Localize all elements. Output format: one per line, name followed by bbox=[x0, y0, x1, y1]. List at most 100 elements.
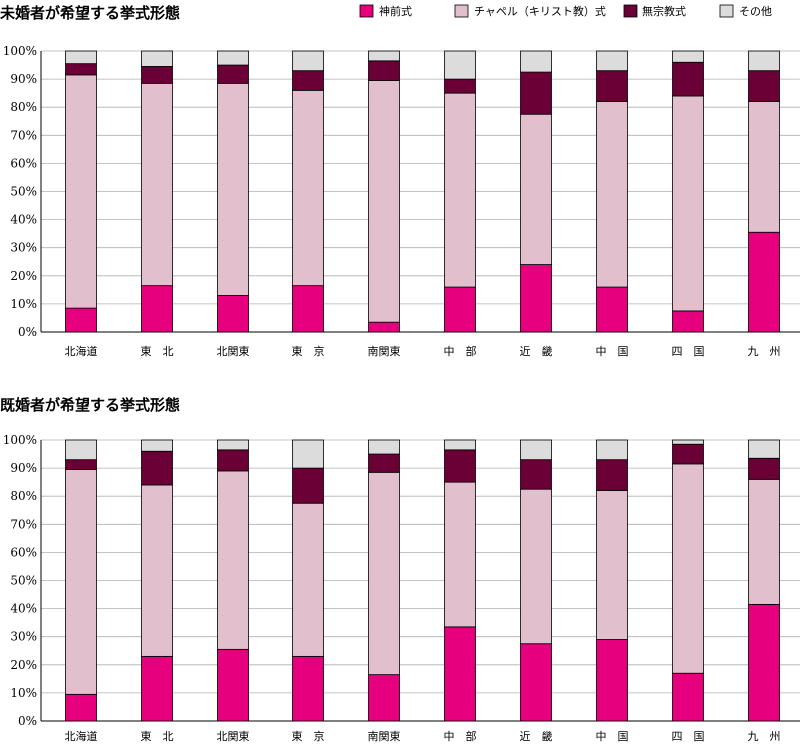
bar-segment-other bbox=[217, 439, 249, 451]
bar-segment-other bbox=[596, 50, 628, 72]
bar-segment-shinzen bbox=[292, 655, 324, 722]
bar-segment-other bbox=[217, 50, 249, 66]
bar-segment-shinzen bbox=[672, 310, 704, 333]
category-label: 北海道 bbox=[65, 344, 98, 358]
y-tick-label: 40% bbox=[10, 213, 37, 227]
legend-label-chapel: チャペル（キリスト教）式 bbox=[474, 5, 606, 18]
y-tick-label: 70% bbox=[10, 128, 37, 142]
bar-segment-mushukyo bbox=[141, 450, 173, 486]
y-tick-label: 60% bbox=[10, 545, 37, 559]
bar-segment-other bbox=[292, 439, 324, 469]
y-tick-label: 100% bbox=[3, 44, 37, 58]
category-label: 四 国 bbox=[672, 730, 705, 743]
category-label: 東 北 bbox=[141, 345, 174, 358]
bar-segment-shinzen bbox=[141, 285, 173, 333]
bar-segment-mushukyo bbox=[596, 459, 628, 491]
y-tick-label: 40% bbox=[10, 602, 37, 616]
legend-swatch-chapel bbox=[454, 4, 469, 18]
bar-segment-other bbox=[368, 439, 400, 455]
category-label: 九 州 bbox=[748, 345, 781, 358]
bar-segment-chapel bbox=[596, 101, 628, 288]
legend-label-other: その他 bbox=[739, 5, 772, 18]
bar-segment-chapel bbox=[748, 478, 780, 605]
y-tick-label: 10% bbox=[10, 686, 37, 700]
bar-segment-shinzen bbox=[368, 321, 400, 333]
category-label: 九 州 bbox=[748, 730, 781, 743]
category-label: 東 京 bbox=[292, 729, 325, 743]
bar-segment-mushukyo bbox=[520, 459, 552, 490]
y-tick-label: 10% bbox=[10, 297, 37, 311]
bar-segment-shinzen bbox=[748, 231, 780, 333]
bar-segment-other bbox=[748, 439, 780, 459]
bar-segment-mushukyo bbox=[748, 70, 780, 102]
bar-segment-chapel bbox=[672, 95, 704, 312]
bar-segment-mushukyo bbox=[65, 459, 97, 470]
category-label: 四 国 bbox=[672, 345, 705, 358]
legend-label-mushukyo: 無宗教式 bbox=[642, 4, 686, 18]
bar-segment-mushukyo bbox=[520, 71, 552, 115]
y-tick-label: 30% bbox=[10, 630, 37, 644]
bar-segment-other bbox=[748, 50, 780, 72]
bar-segment-shinzen bbox=[217, 648, 249, 722]
bar-segment-other bbox=[520, 439, 552, 461]
y-tick-label: 50% bbox=[10, 185, 37, 199]
y-tick-label: 30% bbox=[10, 241, 37, 255]
bar-segment-mushukyo bbox=[292, 467, 324, 504]
y-tick-label: 80% bbox=[10, 489, 37, 503]
y-tick-label: 20% bbox=[10, 658, 37, 672]
bar-segment-other bbox=[672, 439, 704, 445]
bar-segment-mushukyo bbox=[444, 78, 476, 94]
bar-segment-shinzen bbox=[65, 693, 97, 722]
plot-married: 0% 10% 20% 30% 40% 50% 60% 70% 80% 90% 100% 北海道 東 北 北… bbox=[3, 433, 800, 743]
y-tick-label: 70% bbox=[10, 517, 37, 531]
bar-segment-mushukyo bbox=[217, 449, 249, 472]
bar-segment-other bbox=[65, 439, 97, 461]
chart-title-unmarried: 未婚者が希望する挙式形態 bbox=[0, 4, 180, 22]
bar-segment-other bbox=[444, 50, 476, 80]
category-label: 近 畿 bbox=[520, 729, 553, 743]
y-tick-label: 90% bbox=[10, 72, 37, 86]
bar-segment-chapel bbox=[292, 89, 324, 287]
legend-label-shinzen: 神前式 bbox=[379, 4, 412, 18]
category-label: 中 部 bbox=[444, 729, 477, 743]
bar-segment-shinzen bbox=[520, 264, 552, 333]
bar-segment-shinzen bbox=[292, 285, 324, 333]
bar-segment-mushukyo bbox=[672, 443, 704, 465]
bar-segment-chapel bbox=[65, 74, 97, 309]
y-tick-label: 80% bbox=[10, 100, 37, 114]
y-tick-label: 100% bbox=[3, 433, 37, 447]
bar-segment-mushukyo bbox=[748, 457, 780, 480]
bar-segment-mushukyo bbox=[596, 70, 628, 102]
bar-segment-other bbox=[444, 439, 476, 451]
category-label: 中 国 bbox=[596, 730, 629, 743]
bar-segment-chapel bbox=[672, 463, 704, 674]
bar-segment-mushukyo bbox=[217, 64, 249, 84]
bar-segment-chapel bbox=[520, 488, 552, 645]
y-tick-label: 20% bbox=[10, 269, 37, 283]
y-tick-label: 0% bbox=[18, 714, 37, 728]
bar-segment-chapel bbox=[292, 502, 324, 657]
bar-segment-mushukyo bbox=[368, 60, 400, 81]
bar-segment-chapel bbox=[65, 469, 97, 695]
bar-segment-chapel bbox=[368, 80, 400, 323]
bar-segment-chapel bbox=[141, 82, 173, 287]
chart-title-married: 既婚者が希望する挙式形態 bbox=[0, 396, 180, 414]
bar-segment-other bbox=[141, 439, 173, 452]
category-label: 中 部 bbox=[444, 344, 477, 358]
bar-segment-mushukyo bbox=[141, 66, 173, 84]
category-label: 北関東 bbox=[217, 730, 250, 743]
category-label: 中 国 bbox=[596, 345, 629, 358]
category-label: 近 畿 bbox=[520, 344, 553, 358]
y-tick-label: 90% bbox=[10, 461, 37, 475]
bar-segment-shinzen bbox=[520, 643, 552, 722]
bar-segment-other bbox=[596, 439, 628, 461]
bar-segment-shinzen bbox=[444, 626, 476, 722]
bar-segment-shinzen bbox=[444, 286, 476, 333]
bar-segment-chapel bbox=[217, 82, 249, 296]
legend-swatch-other bbox=[719, 4, 734, 18]
legend: 神前式 チャペル（キリスト教）式 無宗教式 その他 bbox=[359, 4, 772, 18]
bar-segment-other bbox=[368, 50, 400, 62]
bar-segment-shinzen bbox=[748, 603, 780, 722]
bar-segment-other bbox=[520, 50, 552, 73]
